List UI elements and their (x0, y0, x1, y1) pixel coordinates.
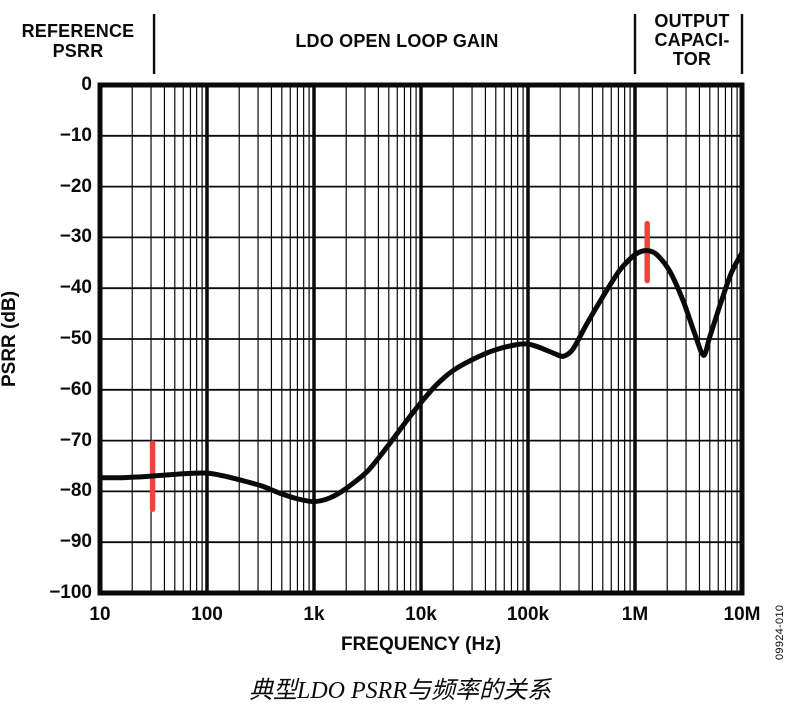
x-tick-label: 1M (621, 604, 649, 625)
x-tick-label: 10M (723, 604, 761, 625)
y-tick-label: −100 (49, 582, 92, 603)
y-tick-label: −60 (59, 378, 92, 400)
x-tick-label: 10 (89, 604, 111, 625)
x-tick-label: 10k (405, 604, 437, 625)
y-tick-label: −80 (59, 480, 92, 502)
x-axis-title: FREQUENCY (Hz) (340, 634, 502, 655)
y-axis-title: PSRR (dB) (0, 290, 20, 388)
x-tick-label: 100 (191, 604, 223, 625)
figure-number: 09924-010 (774, 604, 786, 660)
region-label-output-capacitor: OUTPUT CAPACI- TOR (654, 11, 730, 69)
figure-caption: 典型LDO PSRR与频率的关系 (249, 678, 551, 704)
y-tick-label: −50 (59, 328, 92, 349)
y-tick-label: 0 (81, 74, 92, 95)
region-label-reference-psrr: REFERENCE PSRR (21, 21, 135, 61)
y-tick-label: −10 (59, 124, 92, 146)
x-tick-label: 1k (303, 604, 325, 625)
y-tick-label: −30 (59, 226, 92, 248)
y-tick-label: −90 (59, 531, 92, 553)
psrr-curve (97, 248, 745, 505)
plot-frame (97, 82, 745, 596)
y-tick-label: −40 (59, 277, 92, 299)
y-tick-label: −70 (59, 429, 92, 451)
region-label-ldo-open-loop-gain: LDO OPEN LOOP GAIN (295, 31, 499, 51)
y-tick-label: −20 (59, 175, 92, 197)
x-tick-label: 100k (506, 604, 550, 625)
